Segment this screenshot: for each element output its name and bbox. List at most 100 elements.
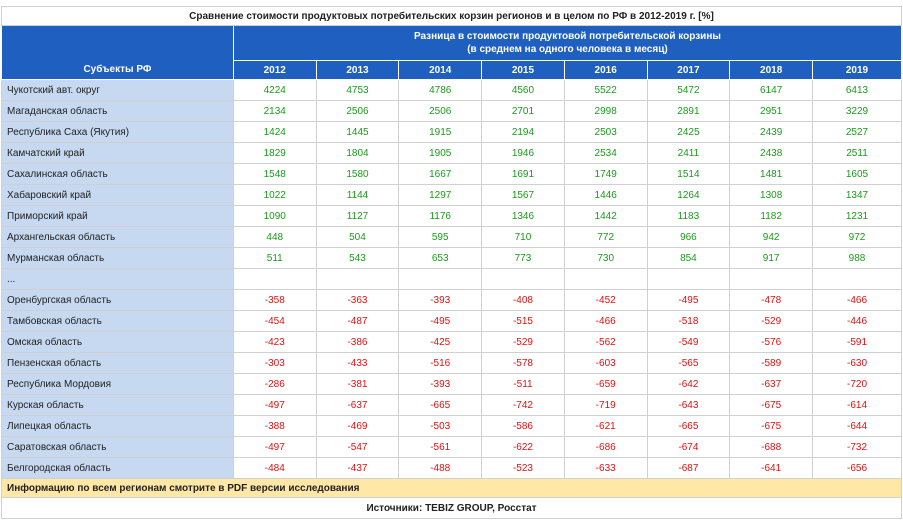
value-cell: -516 xyxy=(398,352,483,374)
value-cell: -393 xyxy=(398,373,483,395)
value-cell: -578 xyxy=(481,352,565,374)
value-cell: -562 xyxy=(563,331,648,353)
value-cell: 4786 xyxy=(398,79,483,101)
value-cell: 1548 xyxy=(232,163,317,185)
value-cell: -478 xyxy=(729,289,814,311)
value-cell: -586 xyxy=(481,415,565,437)
group-header: Разница в стоимости продуктовой потребит… xyxy=(232,25,903,61)
region-name: Омская область xyxy=(1,331,234,353)
value-cell: 595 xyxy=(398,226,483,248)
value-cell: 2438 xyxy=(729,142,814,164)
value-cell: 1580 xyxy=(315,163,400,185)
value-cell: 6147 xyxy=(729,79,814,101)
value-cell: 1829 xyxy=(232,142,317,164)
table-row: Чукотский авт. округ 4224 4753 4786 4560 5522… xyxy=(1,79,902,101)
value-cell: 2527 xyxy=(812,121,902,143)
value-cell: -549 xyxy=(646,331,731,353)
value-cell: 1424 xyxy=(232,121,317,143)
value-cell: -688 xyxy=(729,436,814,458)
value-cell: 710 xyxy=(481,226,565,248)
value-cell: -495 xyxy=(646,289,731,311)
value-cell: 2534 xyxy=(563,142,648,164)
group-header-line2: (в среднем на одного человека в месяц) xyxy=(467,44,668,55)
value-cell: -686 xyxy=(563,436,648,458)
table-row: Липецкая область -388 -469 -503 -586 -621 -665… xyxy=(1,415,902,437)
value-cell: 2194 xyxy=(481,121,565,143)
table-row: Белгородская область -484 -437 -488 -523 -633… xyxy=(1,457,902,479)
value-cell: 1442 xyxy=(563,205,648,227)
value-cell: 1749 xyxy=(563,163,648,185)
value-cell: 1446 xyxy=(563,184,648,206)
value-cell: 4224 xyxy=(232,79,317,101)
value-cell: -674 xyxy=(646,436,731,458)
value-cell: -742 xyxy=(481,394,565,416)
value-cell: -529 xyxy=(729,310,814,332)
table-row: Архангельская область 448 504 595 710 772 966 9… xyxy=(1,226,902,248)
value-cell: -452 xyxy=(563,289,648,311)
value-cell: 1127 xyxy=(315,205,400,227)
value-cell: -381 xyxy=(315,373,400,395)
value-cell: 1915 xyxy=(398,121,483,143)
value-cell: -665 xyxy=(398,394,483,416)
year-header: 2015 xyxy=(481,60,565,80)
value-cell: -719 xyxy=(563,394,648,416)
value-cell xyxy=(729,268,814,290)
value-cell: 1308 xyxy=(729,184,814,206)
region-name: Республика Мордовия xyxy=(1,373,234,395)
value-cell: -621 xyxy=(563,415,648,437)
value-cell: -433 xyxy=(315,352,400,374)
value-cell: -488 xyxy=(398,457,483,479)
year-header: 2018 xyxy=(729,60,814,80)
region-name: Приморский край xyxy=(1,205,234,227)
table-row: Курская область -497 -637 -665 -742 -719 -643-… xyxy=(1,394,902,416)
value-cell: -393 xyxy=(398,289,483,311)
value-cell: 1667 xyxy=(398,163,483,185)
year-header: 2012 xyxy=(232,60,317,80)
value-cell: 2503 xyxy=(563,121,648,143)
table-row: Камчатский край 1829 1804 1905 1946 2534 2411 2… xyxy=(1,142,902,164)
table-row: Хабаровский край 1022 1144 1297 1567 1446 1264… xyxy=(1,184,902,206)
table-row: Саратовская область -497 -547 -561 -622 -686-… xyxy=(1,436,902,458)
value-cell: -466 xyxy=(563,310,648,332)
value-cell: -484 xyxy=(232,457,317,479)
value-cell: -641 xyxy=(729,457,814,479)
value-cell: -518 xyxy=(646,310,731,332)
value-cell: -425 xyxy=(398,331,483,353)
value-cell: 448 xyxy=(232,226,317,248)
value-cell: -589 xyxy=(729,352,814,374)
value-cell: 4753 xyxy=(315,79,400,101)
value-cell xyxy=(646,268,731,290)
value-cell: -614 xyxy=(812,394,902,416)
value-cell: -656 xyxy=(812,457,902,479)
value-cell: 772 xyxy=(563,226,648,248)
value-cell: 1481 xyxy=(729,163,814,185)
value-cell: 1297 xyxy=(398,184,483,206)
value-cell: -363 xyxy=(315,289,400,311)
value-cell: 653 xyxy=(398,247,483,269)
region-name: Пензенская область xyxy=(1,352,234,374)
value-cell: 1905 xyxy=(398,142,483,164)
region-name: Липецкая область xyxy=(1,415,234,437)
value-cell: 2891 xyxy=(646,100,731,122)
value-cell: 2701 xyxy=(481,100,565,122)
value-cell: -487 xyxy=(315,310,400,332)
value-cell: -529 xyxy=(481,331,565,353)
region-name: Мурманская область xyxy=(1,247,234,269)
value-cell: 1445 xyxy=(315,121,400,143)
value-cell: -633 xyxy=(563,457,648,479)
value-cell: 1804 xyxy=(315,142,400,164)
table-row: Республика Саха (Якутия) 1424 1445 1915 2194… xyxy=(1,121,902,143)
value-cell: 6413 xyxy=(812,79,902,101)
value-cell: -665 xyxy=(646,415,731,437)
value-cell: 2439 xyxy=(729,121,814,143)
value-cell: 2998 xyxy=(563,100,648,122)
value-cell: -423 xyxy=(232,331,317,353)
region-name: Камчатский край xyxy=(1,142,234,164)
value-cell: 5472 xyxy=(646,79,731,101)
year-header: 2019 xyxy=(812,60,902,80)
value-cell: -523 xyxy=(481,457,565,479)
value-cell: -511 xyxy=(481,373,565,395)
value-cell: 854 xyxy=(646,247,731,269)
table-row: Оренбургская область -358 -363 -393 -408 -452… xyxy=(1,289,902,311)
value-cell: 1691 xyxy=(481,163,565,185)
